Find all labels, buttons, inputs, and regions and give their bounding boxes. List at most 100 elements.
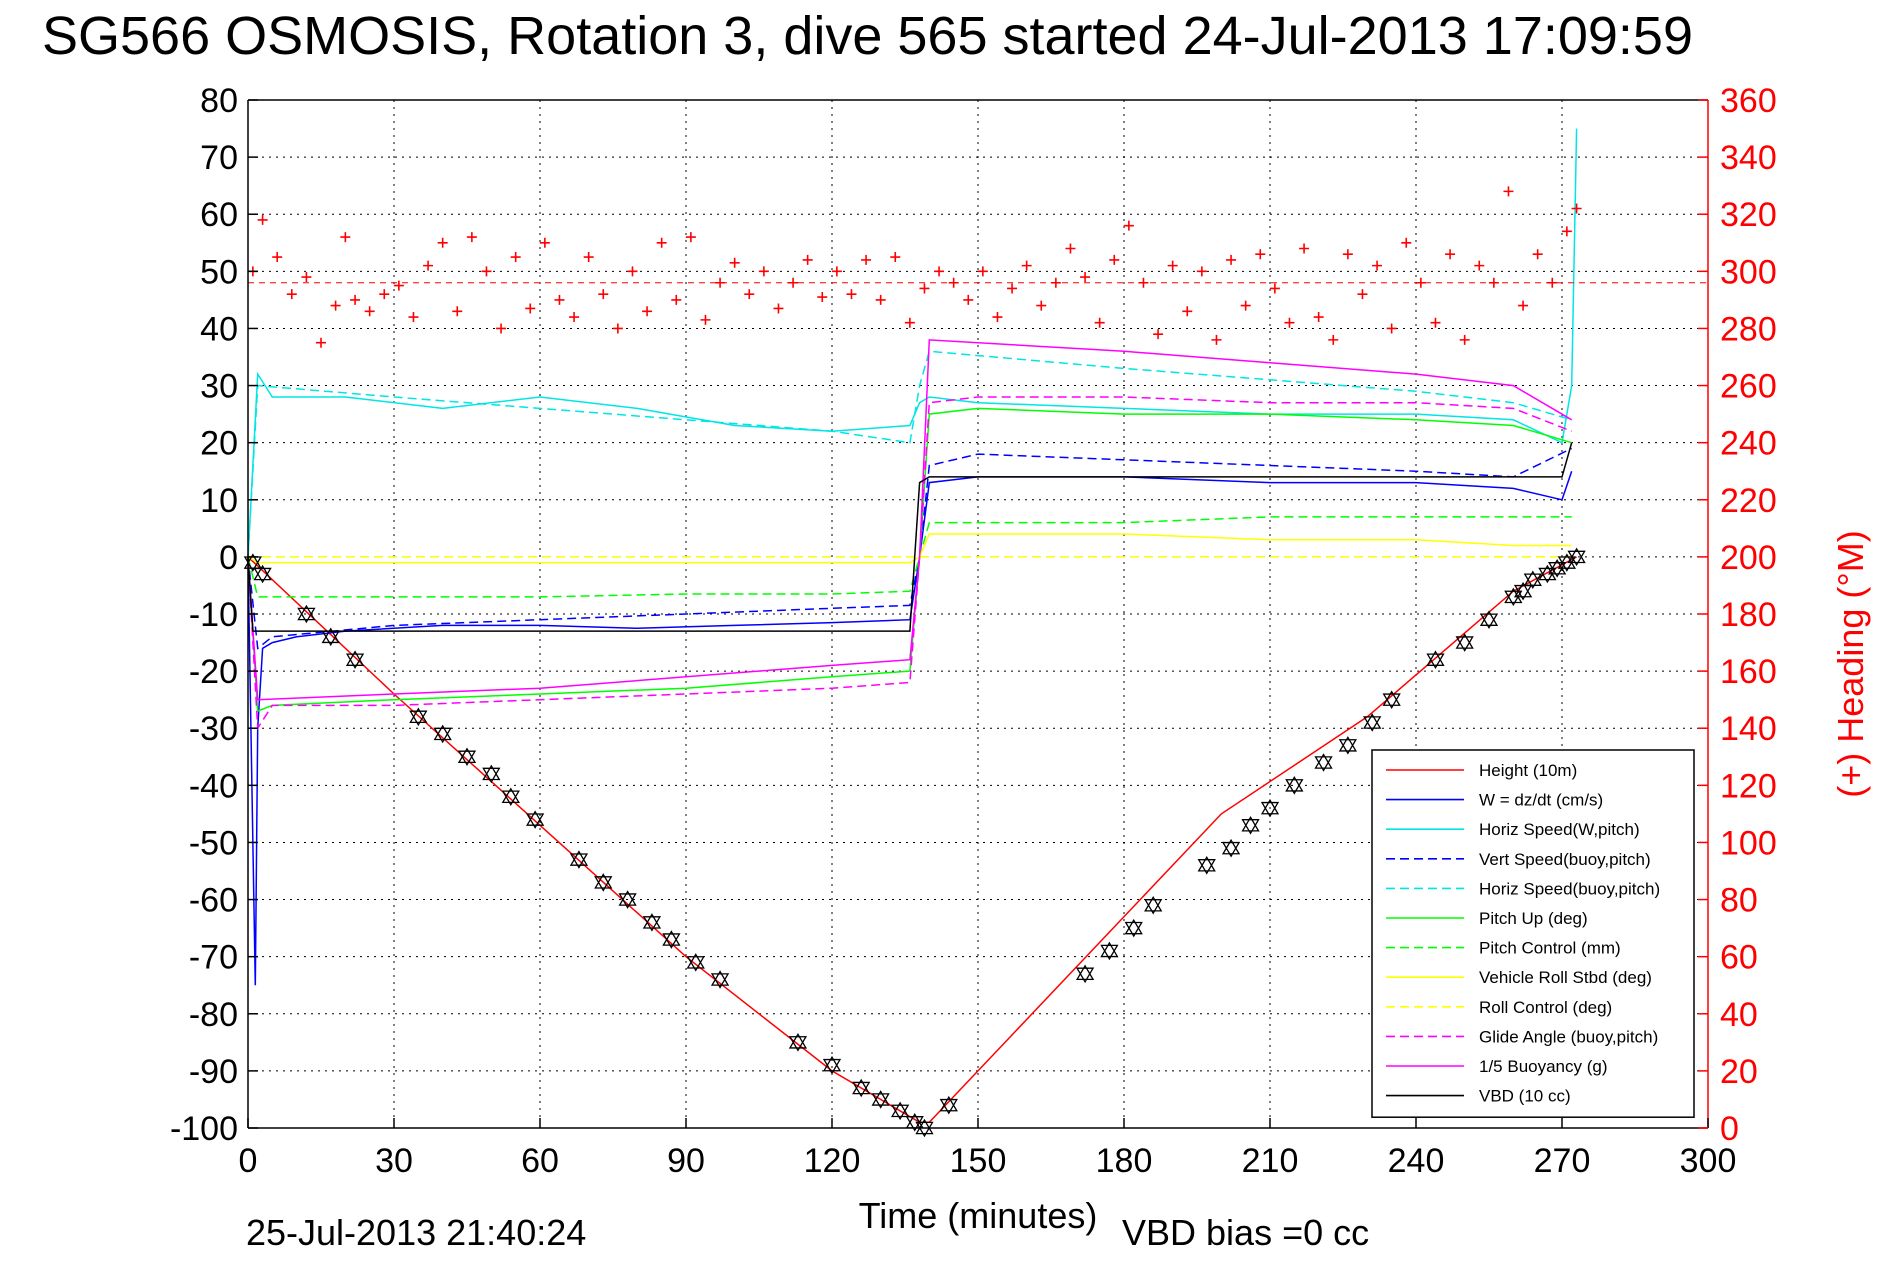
height-marker	[939, 1095, 958, 1115]
y-tick-label: -40	[189, 767, 238, 805]
x-tick-label: 120	[804, 1142, 861, 1180]
heading-point	[539, 237, 550, 248]
height-marker	[642, 913, 662, 932]
series-line-11	[247, 442, 1573, 632]
heading-point	[1284, 317, 1295, 328]
heading-point	[612, 323, 623, 334]
height-marker	[710, 970, 730, 989]
heading-point	[1094, 317, 1105, 328]
height-marker	[457, 747, 477, 767]
y2-tick-label: 220	[1720, 482, 1777, 520]
y-tick-label: 40	[200, 310, 238, 348]
y-tick-label: 30	[200, 368, 238, 406]
chart-title: SG566 OSMOSIS, Rotation 3, dive 565 star…	[42, 6, 1693, 66]
heading-point	[1415, 277, 1426, 288]
heading-point	[1050, 277, 1061, 288]
heading-point	[700, 314, 711, 325]
y2-tick-label: 60	[1720, 939, 1758, 977]
heading-point	[758, 266, 769, 277]
y2-tick-label: 100	[1720, 824, 1777, 862]
height-marker	[1567, 547, 1586, 567]
height-marker	[1363, 713, 1382, 732]
legend-label: Roll Control (deg)	[1479, 998, 1612, 1017]
y-tick-labels: 80 70 60 50 40 30 20 10 0 -10 -20 -30 -40 -50 -60 -70 -8…	[170, 82, 238, 1148]
heading-point	[1401, 237, 1412, 248]
heading-series	[247, 186, 1708, 348]
heading-point	[466, 232, 477, 243]
heading-point	[1123, 220, 1134, 231]
x-tick-label: 150	[950, 1142, 1007, 1180]
heading-point	[642, 306, 653, 317]
x-tick-label: 270	[1534, 1142, 1591, 1180]
heading-point	[744, 289, 755, 300]
height-marker	[433, 724, 452, 744]
heading-point	[272, 252, 283, 263]
heading-point	[330, 300, 341, 311]
heading-point	[671, 294, 682, 305]
heading-point	[1226, 254, 1237, 265]
heading-point	[301, 272, 312, 283]
height-marker	[1241, 816, 1260, 835]
heading-point	[627, 266, 638, 277]
series-line-6	[247, 516, 1572, 598]
y2-tick-label: 300	[1720, 253, 1777, 291]
heading-point	[1342, 249, 1353, 260]
legend-label: Pitch Control (mm)	[1479, 939, 1621, 958]
series-layer	[247, 128, 1578, 1124]
heading-point	[729, 257, 740, 268]
height-marker	[686, 953, 705, 972]
heading-point	[992, 312, 1003, 323]
heading-point	[423, 260, 434, 271]
y2-tick-label: 240	[1720, 425, 1777, 463]
height-marker	[1260, 798, 1280, 818]
heading-point	[890, 252, 901, 263]
legend-box	[1371, 749, 1695, 1118]
heading-point	[1167, 260, 1178, 271]
height-marker	[788, 1033, 808, 1052]
y2-tick-label: 280	[1720, 310, 1777, 348]
heading-point	[1196, 266, 1207, 277]
heading-point	[1571, 203, 1582, 214]
height-marker	[1426, 650, 1445, 669]
height-marker	[662, 930, 681, 949]
heading-point	[1357, 289, 1368, 300]
x-tick-label: 0	[239, 1142, 258, 1180]
y2-tick-label: 40	[1720, 996, 1758, 1034]
y2-tick-label: 200	[1720, 539, 1777, 577]
heading-point	[846, 289, 857, 300]
heading-point	[437, 237, 448, 248]
heading-point	[963, 294, 974, 305]
heading-point	[1007, 283, 1018, 294]
y2-tick-label: 80	[1720, 882, 1758, 920]
heading-point	[1328, 334, 1339, 345]
heading-point	[1518, 300, 1529, 311]
height-marker	[1075, 964, 1095, 984]
heading-point	[1138, 277, 1149, 288]
heading-point	[948, 277, 959, 288]
heading-point	[1503, 186, 1514, 197]
heading-point	[977, 266, 988, 277]
heading-point	[1445, 249, 1456, 260]
y2-tick-label: 360	[1720, 82, 1777, 120]
heading-point	[1561, 226, 1572, 237]
heading-point	[316, 337, 326, 348]
x-tick-label: 210	[1242, 1142, 1299, 1180]
legend-label: Vert Speed(buoy,pitch)	[1479, 850, 1651, 869]
heading-point	[1547, 277, 1558, 288]
heading-point	[1211, 334, 1222, 345]
y-tick-label: -90	[189, 1053, 238, 1091]
height-marker	[1197, 856, 1216, 875]
heading-point	[1021, 260, 1032, 271]
heading-point	[569, 312, 580, 323]
legend-label: W = dz/dt (cm/s)	[1479, 791, 1603, 810]
heading-point	[685, 232, 696, 243]
heading-point	[1313, 312, 1324, 323]
height-marker	[482, 764, 501, 784]
height-marker	[618, 890, 637, 909]
legend-label: Height (10m)	[1479, 761, 1577, 780]
height-marker	[1547, 559, 1567, 578]
series-line-9	[247, 396, 1572, 731]
x-tick-labels: 0 30 60 90 120 150 180 210 240 270 300	[239, 1142, 1737, 1180]
series-line-10	[247, 339, 1573, 701]
heading-point	[1080, 272, 1091, 283]
